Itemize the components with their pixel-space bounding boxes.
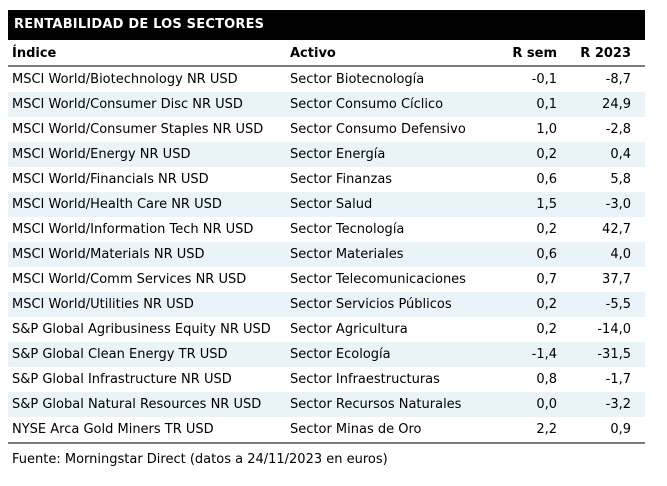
cell-rsem: 0,2 [536, 297, 557, 312]
table-row: MSCI World/Health Care NR USD Sector Salu… [8, 192, 645, 217]
source-note: Fuente: Morningstar Direct (datos a 24/1… [8, 442, 645, 467]
cell-r2023: 0,4 [610, 147, 631, 162]
cell-rsem: 0,7 [536, 272, 557, 287]
cell-rsem: 0,2 [536, 147, 557, 162]
cell-activo: Sector Agricultura [290, 322, 408, 337]
cell-r2023: -2,8 [605, 122, 631, 137]
cell-activo: Sector Consumo Cíclico [290, 97, 444, 112]
cell-rsem: 0,0 [536, 397, 557, 412]
cell-indice: S&P Global Infrastructure NR USD [12, 372, 232, 387]
cell-r2023: -3,0 [605, 197, 631, 212]
table-row: MSCI World/Materials NR USD Sector Materi… [8, 242, 645, 267]
cell-activo: Sector Finanzas [290, 172, 393, 187]
cell-r2023: -31,5 [597, 347, 631, 362]
cell-r2023: -14,0 [597, 322, 631, 337]
table-header-row: Índice Activo R sem R 2023 [8, 42, 645, 67]
cell-rsem: -0,1 [531, 72, 557, 87]
cell-rsem: -1,4 [531, 347, 557, 362]
cell-activo: Sector Energía [290, 147, 386, 162]
table-row: S&P Global Infrastructure NR USD Sector I… [8, 367, 645, 392]
cell-activo: Sector Salud [290, 197, 373, 212]
col-header-activo: Activo [290, 46, 336, 61]
cell-indice: MSCI World/Consumer Staples NR USD [12, 122, 264, 137]
table-body: MSCI World/Biotechnology NR USD Sector Bi… [8, 67, 645, 442]
cell-indice: S&P Global Agribusiness Equity NR USD [12, 322, 271, 337]
cell-activo: Sector Telecomunicaciones [290, 272, 466, 287]
cell-rsem: 0,2 [536, 222, 557, 237]
cell-indice: MSCI World/Information Tech NR USD [12, 222, 254, 237]
table-row: S&P Global Natural Resources NR USD Secto… [8, 392, 645, 417]
table-row: MSCI World/Comm Services NR USD Sector Te… [8, 267, 645, 292]
cell-rsem: 0,6 [536, 247, 557, 262]
table-row: MSCI World/Information Tech NR USD Sector… [8, 217, 645, 242]
table-title: RENTABILIDAD DE LOS SECTORES [14, 17, 265, 32]
cell-r2023: 42,7 [602, 222, 631, 237]
cell-indice: MSCI World/Materials NR USD [12, 247, 205, 262]
cell-activo: Sector Ecología [290, 347, 391, 362]
cell-activo: Sector Biotecnología [290, 72, 425, 87]
cell-indice: S&P Global Natural Resources NR USD [12, 397, 262, 412]
cell-r2023: 24,9 [602, 97, 631, 112]
cell-activo: Sector Infraestructuras [290, 372, 440, 387]
cell-r2023: 37,7 [602, 272, 631, 287]
cell-indice: MSCI World/Comm Services NR USD [12, 272, 247, 287]
cell-activo: Sector Tecnología [290, 222, 405, 237]
cell-indice: MSCI World/Financials NR USD [12, 172, 209, 187]
table-row: MSCI World/Biotechnology NR USD Sector Bi… [8, 67, 645, 92]
cell-rsem: 0,6 [536, 172, 557, 187]
table-title-bar: RENTABILIDAD DE LOS SECTORES [8, 10, 645, 40]
cell-rsem: 1,5 [536, 197, 557, 212]
cell-indice: MSCI World/Health Care NR USD [12, 197, 222, 212]
cell-r2023: -5,5 [605, 297, 631, 312]
table-row: NYSE Arca Gold Miners TR USD Sector Minas… [8, 417, 645, 442]
cell-activo: Sector Materiales [290, 247, 404, 262]
cell-indice: NYSE Arca Gold Miners TR USD [12, 422, 214, 437]
table-row: MSCI World/Consumer Disc NR USD Sector Co… [8, 92, 645, 117]
col-header-rsem: R sem [512, 46, 557, 61]
sector-returns-table: Índice Activo R sem R 2023 MSCI World/Bi… [8, 42, 645, 442]
cell-r2023: -8,7 [605, 72, 631, 87]
cell-indice: MSCI World/Consumer Disc NR USD [12, 97, 243, 112]
cell-activo: Sector Recursos Naturales [290, 397, 462, 412]
col-header-r2023: R 2023 [580, 46, 631, 61]
cell-r2023: 4,0 [610, 247, 631, 262]
col-header-indice: Índice [12, 46, 57, 61]
cell-rsem: 1,0 [536, 122, 557, 137]
cell-rsem: 0,1 [536, 97, 557, 112]
cell-r2023: 0,9 [610, 422, 631, 437]
report-page: RENTABILIDAD DE LOS SECTORES Índice Acti… [8, 10, 645, 467]
table-row: MSCI World/Financials NR USD Sector Finan… [8, 167, 645, 192]
cell-activo: Sector Minas de Oro [290, 422, 422, 437]
cell-rsem: 0,8 [536, 372, 557, 387]
cell-indice: S&P Global Clean Energy TR USD [12, 347, 228, 362]
table-row: MSCI World/Utilities NR USD Sector Servic… [8, 292, 645, 317]
table-row: S&P Global Clean Energy TR USD Sector Eco… [8, 342, 645, 367]
cell-rsem: 0,2 [536, 322, 557, 337]
cell-activo: Sector Servicios Públicos [290, 297, 452, 312]
cell-r2023: -3,2 [605, 397, 631, 412]
cell-indice: MSCI World/Energy NR USD [12, 147, 191, 162]
table-row: MSCI World/Energy NR USD Sector Energía 0,… [8, 142, 645, 167]
cell-indice: MSCI World/Biotechnology NR USD [12, 72, 238, 87]
cell-rsem: 2,2 [536, 422, 557, 437]
cell-indice: MSCI World/Utilities NR USD [12, 297, 194, 312]
cell-r2023: -1,7 [605, 372, 631, 387]
table-row: MSCI World/Consumer Staples NR USD Sector… [8, 117, 645, 142]
cell-r2023: 5,8 [610, 172, 631, 187]
cell-activo: Sector Consumo Defensivo [290, 122, 466, 137]
table-row: S&P Global Agribusiness Equity NR USD Sec… [8, 317, 645, 342]
